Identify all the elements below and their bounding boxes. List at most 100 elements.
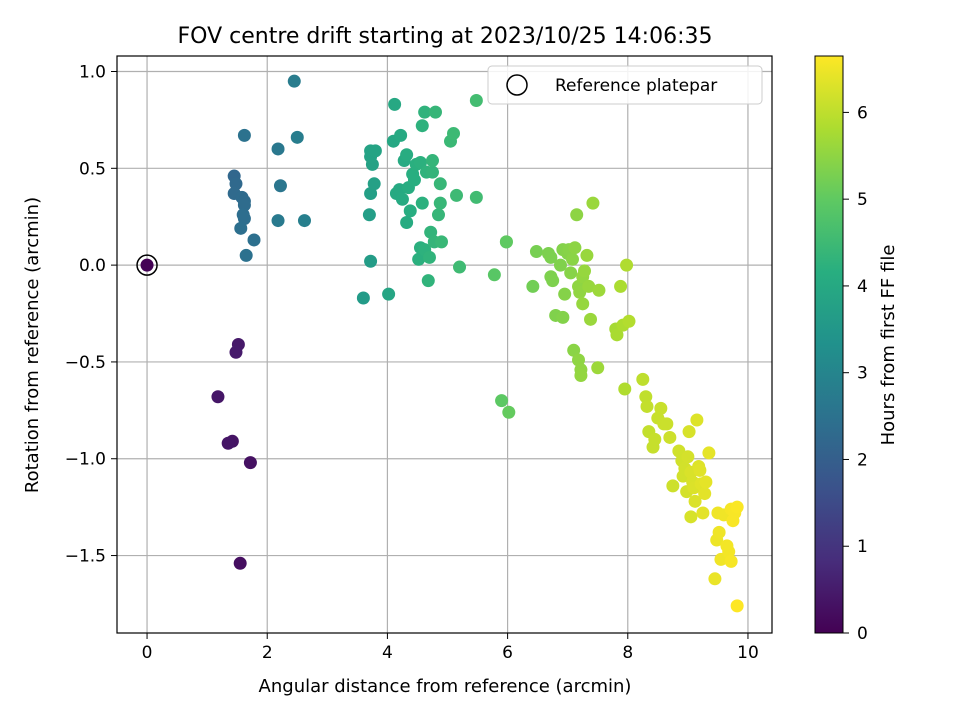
data-point: [567, 343, 581, 357]
data-point: [362, 208, 376, 222]
data-point: [576, 297, 590, 311]
data-point: [610, 328, 624, 342]
data-point: [412, 252, 426, 266]
data-point: [580, 248, 594, 262]
y-tick-label: −0.5: [65, 353, 106, 373]
x-tick-label: 10: [737, 643, 759, 663]
data-point: [586, 196, 600, 210]
data-point: [582, 279, 596, 293]
x-tick-label: 6: [502, 643, 513, 663]
data-point: [636, 372, 650, 386]
data-point: [495, 394, 509, 408]
y-axis: 1.0 0.5 0.0 −0.5 −1.0 −1.5: [65, 62, 117, 567]
data-point: [273, 179, 287, 193]
data-point: [693, 463, 707, 477]
colorbar-ticks: 0 1 2 3 4 5 6: [843, 103, 868, 644]
data-point: [702, 446, 716, 460]
y-tick-label: −1.5: [65, 547, 106, 567]
y-tick-label: −1.0: [65, 450, 106, 470]
data-point: [395, 192, 409, 206]
data-point: [297, 214, 311, 228]
data-point: [544, 250, 558, 264]
data-point: [271, 214, 285, 228]
x-axis: 0 2 4 6 8 10: [142, 633, 759, 663]
data-point: [574, 368, 588, 382]
data-point: [382, 287, 396, 301]
data-point: [681, 450, 695, 464]
data-point: [233, 556, 247, 570]
data-point: [614, 279, 628, 293]
data-point: [421, 274, 435, 288]
x-tick-label: 2: [262, 643, 273, 663]
data-point: [622, 314, 636, 328]
data-point: [400, 148, 414, 162]
data-point: [502, 405, 516, 419]
data-point: [431, 208, 445, 222]
data-point: [556, 310, 570, 324]
data-point: [413, 155, 427, 169]
data-point: [666, 479, 680, 493]
data-point: [558, 287, 572, 301]
data-point: [237, 198, 251, 212]
data-point: [229, 345, 243, 359]
legend: Reference platepar: [487, 65, 763, 105]
data-point: [682, 425, 696, 439]
data-point: [415, 196, 429, 210]
data-point: [699, 475, 713, 489]
data-point: [591, 361, 605, 375]
x-tick-label: 0: [142, 643, 153, 663]
reference-platepar-marker: [136, 254, 158, 276]
data-point: [469, 94, 483, 108]
data-point: [394, 128, 408, 142]
data-point: [229, 177, 243, 191]
data-point: [648, 432, 662, 446]
legend-label: Reference platepar: [555, 76, 717, 96]
data-point: [730, 500, 744, 514]
data-point: [447, 126, 461, 140]
data-point: [584, 312, 598, 326]
data-point: [698, 487, 712, 501]
grid-lines: [117, 56, 772, 633]
data-point: [287, 74, 301, 88]
data-point: [690, 413, 704, 427]
y-tick-label: 0.5: [79, 159, 106, 179]
data-point: [433, 177, 447, 191]
colorbar: [814, 55, 844, 634]
colorbar-tick-label: 5: [857, 190, 868, 210]
data-point: [663, 430, 677, 444]
points-layer: [140, 74, 744, 613]
data-point: [422, 250, 436, 264]
data-point: [499, 235, 513, 249]
colorbar-tick-label: 1: [857, 537, 868, 557]
data-point: [565, 252, 579, 266]
data-point: [211, 390, 225, 404]
data-point: [684, 510, 698, 524]
data-point: [290, 130, 304, 144]
data-point: [356, 291, 370, 305]
colorbar-label: Hours from first FF file: [878, 245, 899, 446]
data-point: [592, 283, 606, 297]
data-point: [428, 105, 442, 119]
data-point: [639, 390, 653, 404]
data-point: [403, 204, 417, 218]
data-point: [247, 233, 261, 247]
data-point: [364, 254, 378, 268]
colorbar-tick-label: 2: [857, 450, 868, 470]
data-point: [388, 97, 402, 111]
legend-box: [487, 65, 763, 105]
data-point: [239, 248, 253, 262]
data-point: [433, 196, 447, 210]
data-point: [688, 494, 702, 508]
data-point: [368, 144, 382, 158]
colorbar-tick-label: 4: [857, 277, 868, 297]
data-point: [660, 417, 674, 431]
data-point: [526, 279, 540, 293]
data-point: [271, 142, 285, 156]
data-point: [618, 382, 632, 396]
colorbar-tick-label: 3: [857, 364, 868, 384]
data-point: [450, 188, 464, 202]
data-point: [553, 258, 567, 272]
data-point: [425, 154, 439, 168]
data-point: [469, 190, 483, 204]
